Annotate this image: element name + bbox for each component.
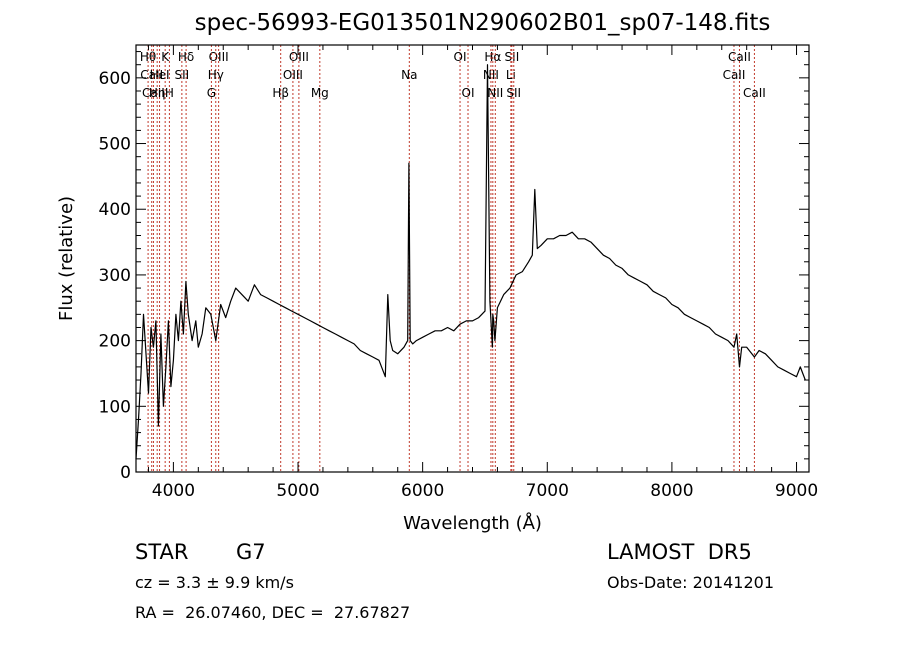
x-tick-label: 6000 bbox=[401, 481, 444, 501]
line-label-li: Li bbox=[506, 68, 516, 82]
line-label-na: Na bbox=[401, 68, 417, 82]
line-label-caii: CaII bbox=[723, 68, 746, 82]
line-label-nii: NII bbox=[483, 68, 499, 82]
line-label-hδ: Hδ bbox=[178, 50, 194, 64]
line-label-oi: OI bbox=[454, 50, 467, 64]
y-axis-label: Flux (relative) bbox=[56, 196, 77, 321]
line-label-sii: SII bbox=[505, 50, 520, 64]
line-label-oiii: OIII bbox=[283, 68, 303, 82]
x-tick-label: 8000 bbox=[650, 481, 693, 501]
x-axis-label: Wavelength (Å) bbox=[403, 512, 542, 534]
spectrum-chart: spec-56993-EG013501N290602B01_sp07-148.f… bbox=[56, 10, 818, 534]
line-label-hei: HeI bbox=[150, 68, 170, 82]
x-tick-label: 5000 bbox=[276, 481, 319, 501]
line-label-hβ: Hβ bbox=[272, 86, 289, 100]
chart-title: spec-56993-EG013501N290602B01_sp07-148.f… bbox=[195, 10, 771, 36]
line-label-hη: Hη bbox=[149, 86, 166, 100]
line-label-mg: Mg bbox=[311, 86, 329, 100]
obs-date-label: Obs-Date: 20141201 bbox=[607, 573, 775, 592]
velocity-label: cz = 3.3 ± 9.9 km/s bbox=[135, 573, 294, 592]
line-label-sii: SII bbox=[506, 86, 521, 100]
line-label-h: H bbox=[165, 86, 174, 100]
spectrum-line bbox=[135, 64, 806, 459]
x-tick-label: 4000 bbox=[152, 481, 195, 501]
y-tick-label: 0 bbox=[120, 463, 131, 483]
line-label-oiii: OIII bbox=[209, 50, 229, 64]
line-label-g: G bbox=[207, 86, 216, 100]
y-tick-label: 300 bbox=[99, 266, 131, 286]
line-label-hγ: Hγ bbox=[208, 68, 224, 82]
line-label-caii: CaII bbox=[728, 50, 751, 64]
line-label-oiii: OIII bbox=[289, 50, 309, 64]
object-subclass: G7 bbox=[236, 540, 266, 564]
y-tick-label: 600 bbox=[99, 69, 131, 89]
coordinates-label: RA = 26.07460, DEC = 27.67827 bbox=[135, 603, 411, 622]
object-class: STAR bbox=[135, 540, 189, 564]
survey-label: LAMOST DR5 bbox=[607, 540, 752, 564]
plot-frame bbox=[135, 44, 810, 473]
x-tick-label: 9000 bbox=[775, 481, 818, 501]
line-label-nii: NII bbox=[487, 86, 503, 100]
line-label-caii: CaII bbox=[743, 86, 766, 100]
line-label-oi: OI bbox=[462, 86, 475, 100]
line-label-k: K bbox=[161, 50, 170, 64]
y-tick-label: 500 bbox=[99, 135, 131, 155]
y-tick-label: 100 bbox=[99, 397, 131, 417]
line-label-sii: SII bbox=[175, 68, 190, 82]
x-tick-label: 7000 bbox=[526, 481, 569, 501]
y-tick-label: 200 bbox=[99, 332, 131, 352]
y-tick-label: 400 bbox=[99, 200, 131, 220]
line-label-hα: Hα bbox=[484, 50, 501, 64]
